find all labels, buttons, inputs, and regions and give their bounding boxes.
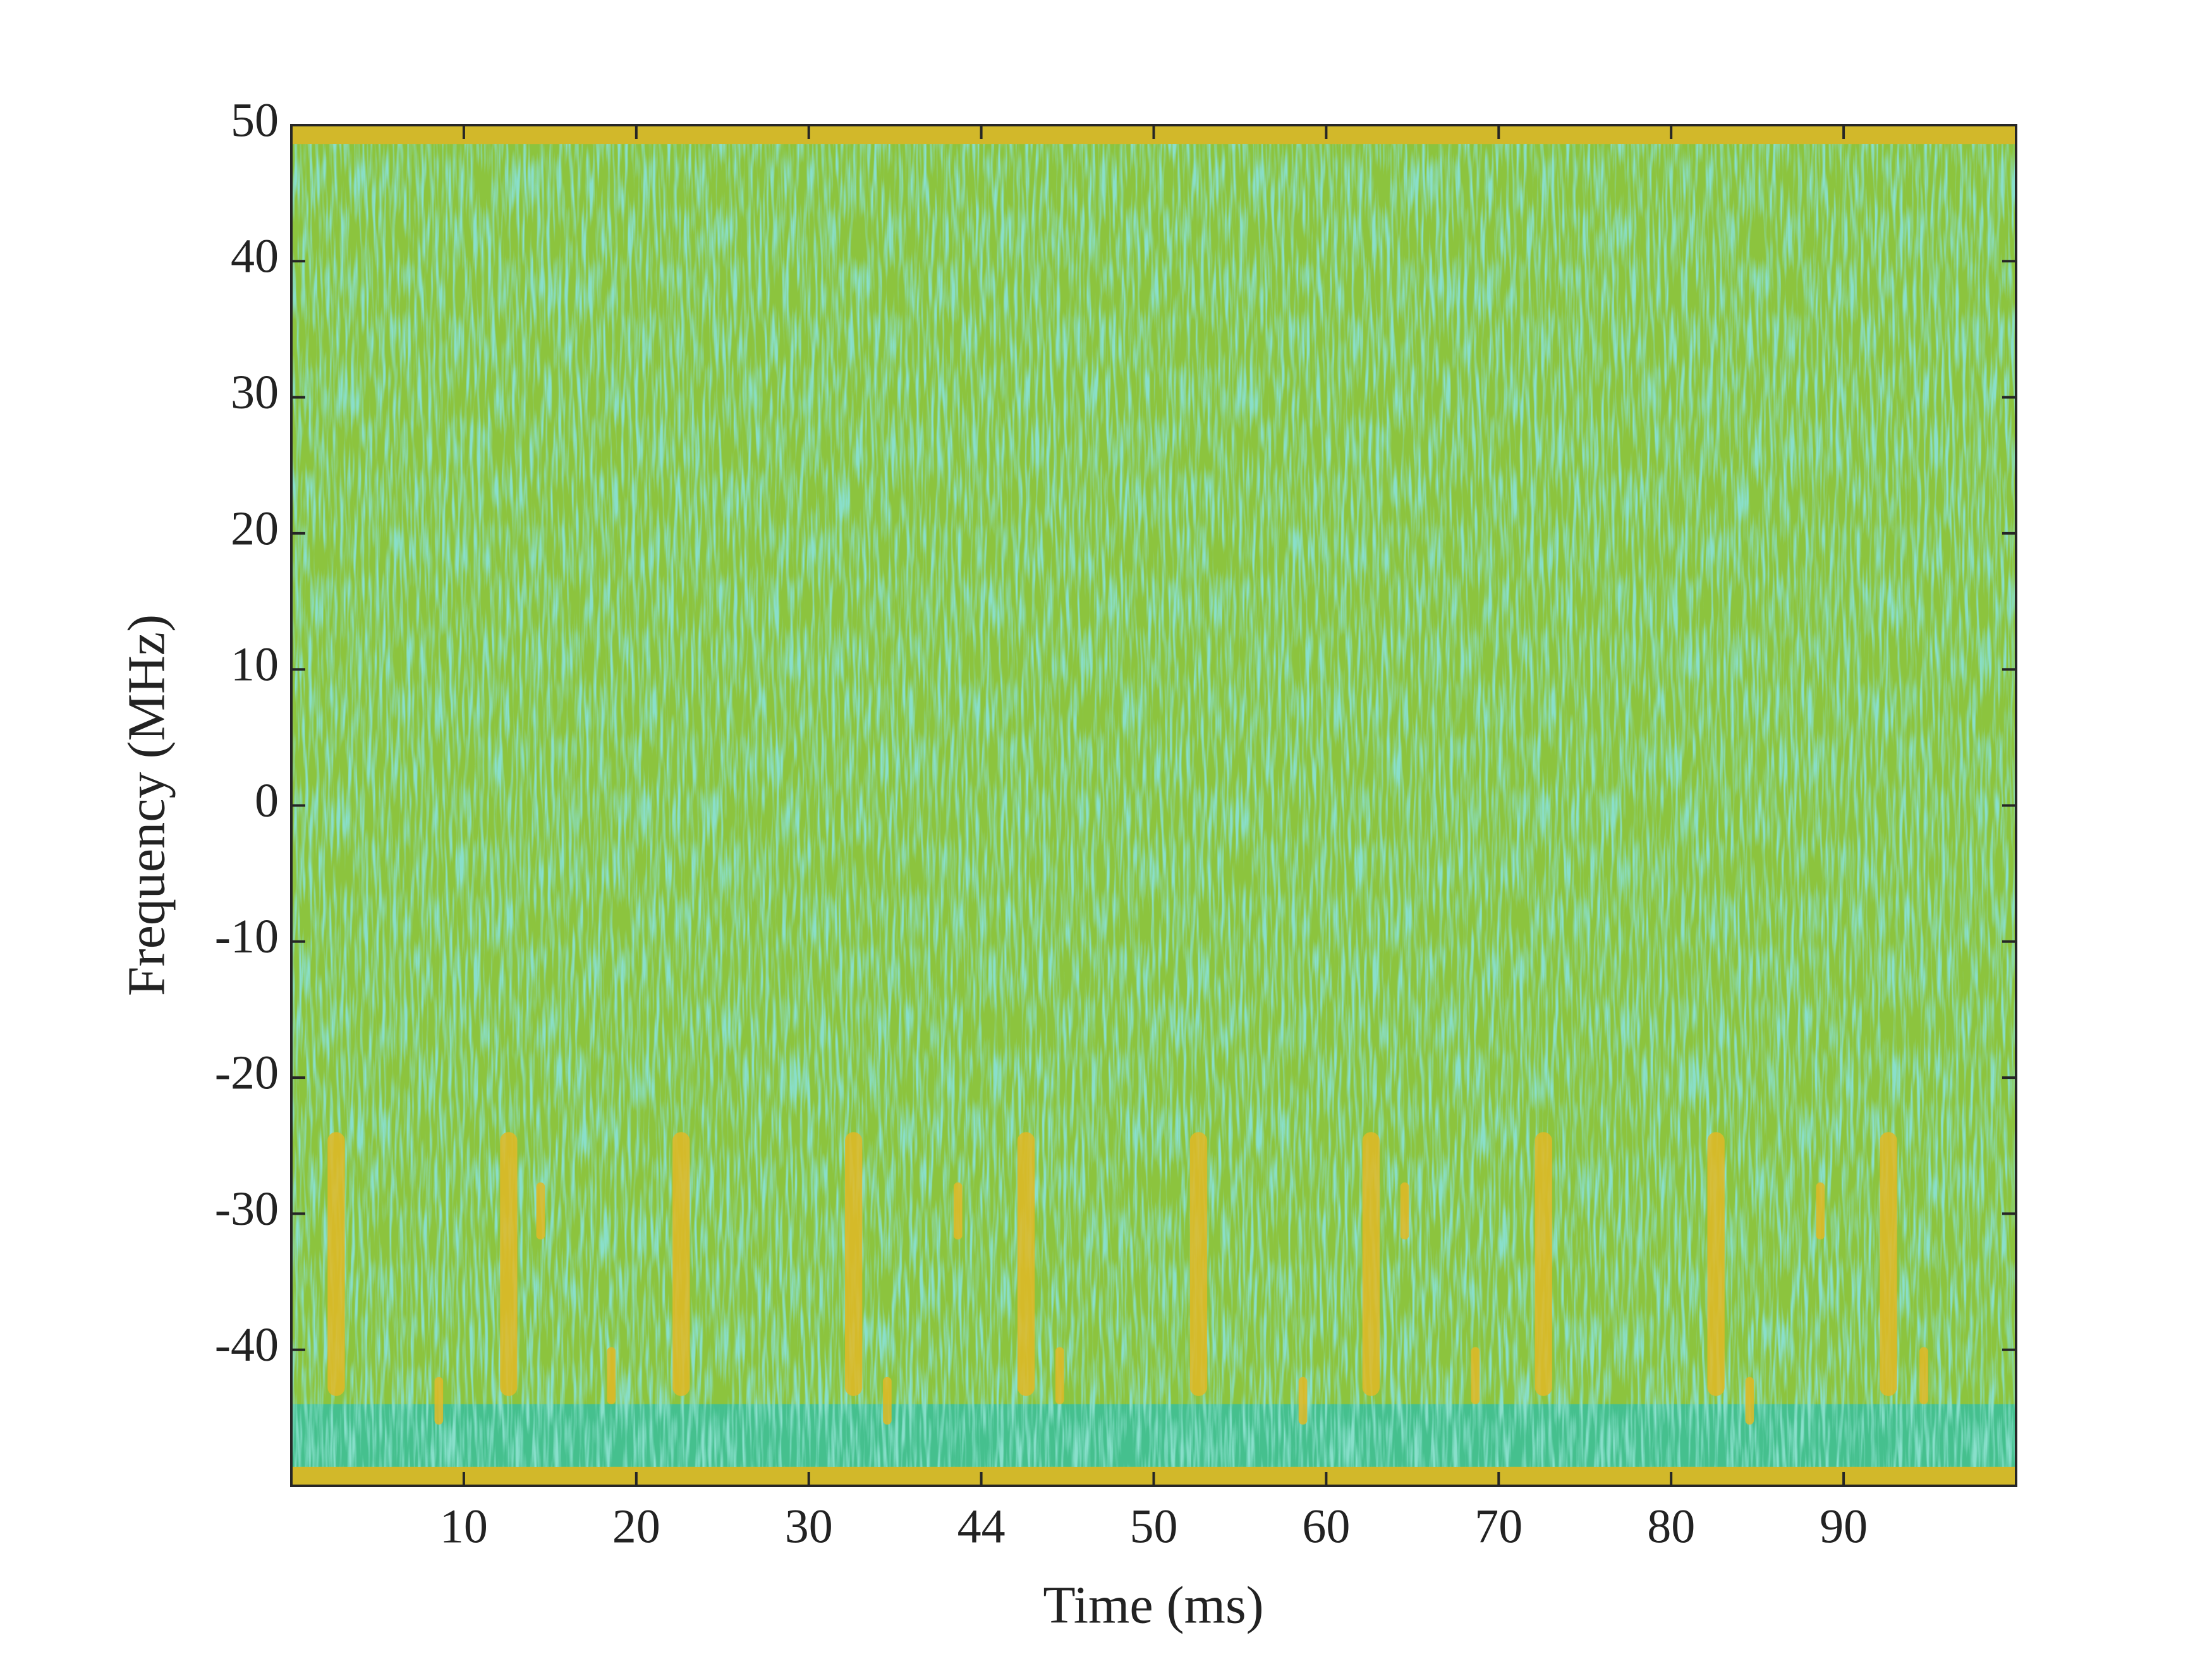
plot-area — [291, 125, 2016, 1486]
burst — [1298, 1376, 1308, 1425]
y-tick-label: 10 — [231, 638, 279, 691]
y-tick-label: 40 — [231, 230, 279, 283]
burst — [1534, 1132, 1552, 1396]
burst — [1816, 1182, 1825, 1240]
x-axis-title: Time (ms) — [1043, 1576, 1263, 1634]
y-axis-title: Frequency (MHz) — [117, 614, 176, 996]
y-tick-label: 0 — [255, 774, 279, 827]
x-tick-label: 44 — [957, 1500, 1006, 1553]
y-tick-label: 20 — [231, 502, 279, 555]
y-tick-label: -30 — [215, 1182, 279, 1236]
y-tick-label: 50 — [231, 94, 279, 147]
burst — [1400, 1182, 1409, 1240]
x-tick-label: 70 — [1474, 1500, 1522, 1553]
x-tick-label: 20 — [612, 1500, 660, 1553]
burst — [1362, 1132, 1380, 1396]
burst — [434, 1376, 444, 1425]
burst — [672, 1132, 690, 1396]
x-tick-label: 10 — [440, 1500, 488, 1553]
y-tick-label: -40 — [215, 1318, 279, 1371]
x-tick-label: 90 — [1820, 1500, 1868, 1553]
burst — [607, 1347, 616, 1404]
burst — [1189, 1132, 1208, 1396]
burst — [1745, 1376, 1754, 1425]
x-tick-label: 60 — [1302, 1500, 1350, 1553]
x-tick-label: 80 — [1647, 1500, 1695, 1553]
x-tick-label: 30 — [785, 1500, 833, 1553]
y-tick-label: -20 — [215, 1047, 279, 1100]
y-tick-label: -10 — [215, 910, 279, 963]
burst — [883, 1376, 892, 1425]
noise — [291, 144, 2016, 1467]
burst — [1471, 1347, 1480, 1404]
burst — [1707, 1132, 1725, 1396]
x-tick-label: 50 — [1130, 1500, 1178, 1553]
burst — [1055, 1347, 1064, 1404]
burst — [1017, 1132, 1035, 1396]
burst — [1919, 1347, 1928, 1404]
burst — [536, 1182, 545, 1240]
burst — [500, 1132, 518, 1396]
burst — [327, 1132, 345, 1396]
y-tick-label: 30 — [231, 366, 279, 419]
burst — [1880, 1132, 1897, 1396]
burst — [953, 1182, 963, 1240]
axes: 10 20 30 44 50 60 70 80 90 -40 -30 -20 -10 0 10 20 30 40 5… — [215, 94, 2017, 1553]
burst — [845, 1132, 863, 1396]
